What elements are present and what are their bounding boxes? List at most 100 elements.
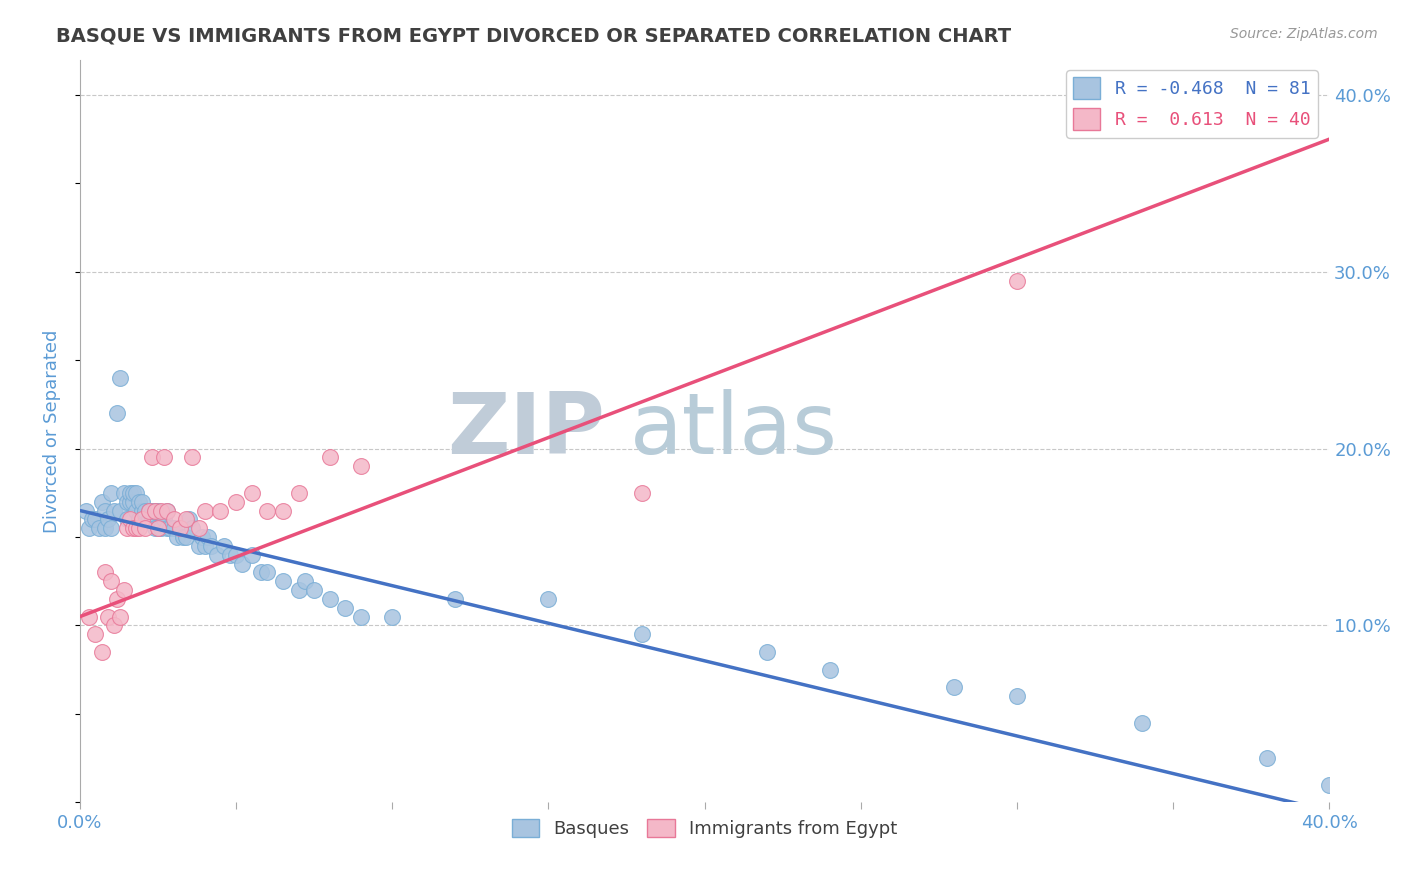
Point	[118, 485, 141, 500]
Point	[166, 530, 188, 544]
Point	[631, 485, 654, 500]
Point	[1256, 751, 1278, 765]
Point	[381, 609, 404, 624]
Point	[115, 512, 138, 526]
Point	[240, 485, 263, 500]
Point	[818, 663, 841, 677]
Point	[105, 406, 128, 420]
Point	[141, 512, 163, 526]
Point	[287, 583, 309, 598]
Point	[103, 618, 125, 632]
Point	[94, 503, 117, 517]
Point	[125, 521, 148, 535]
Point	[231, 557, 253, 571]
Point	[169, 521, 191, 535]
Point	[153, 450, 176, 465]
Point	[141, 450, 163, 465]
Point	[350, 459, 373, 474]
Point	[209, 503, 232, 517]
Point	[84, 512, 107, 526]
Text: BASQUE VS IMMIGRANTS FROM EGYPT DIVORCED OR SEPARATED CORRELATION CHART: BASQUE VS IMMIGRANTS FROM EGYPT DIVORCED…	[56, 27, 1011, 45]
Point	[110, 503, 132, 517]
Point	[443, 591, 465, 606]
Point	[131, 512, 153, 526]
Point	[194, 503, 217, 517]
Y-axis label: Divorced or Separated: Divorced or Separated	[44, 329, 60, 533]
Point	[187, 521, 209, 535]
Point	[218, 548, 240, 562]
Point	[250, 566, 273, 580]
Text: Source: ZipAtlas.com: Source: ZipAtlas.com	[1230, 27, 1378, 41]
Point	[138, 503, 160, 517]
Point	[90, 645, 112, 659]
Point	[110, 609, 132, 624]
Point	[84, 627, 107, 641]
Point	[134, 521, 156, 535]
Point	[162, 512, 184, 526]
Point	[118, 494, 141, 508]
Point	[97, 512, 120, 526]
Point	[181, 450, 204, 465]
Text: ZIP: ZIP	[447, 390, 605, 473]
Point	[77, 609, 100, 624]
Point	[256, 503, 278, 517]
Point	[150, 521, 173, 535]
Point	[225, 548, 247, 562]
Point	[537, 591, 560, 606]
Point	[174, 530, 197, 544]
Point	[143, 503, 166, 517]
Point	[150, 503, 173, 517]
Point	[128, 521, 150, 535]
Point	[256, 566, 278, 580]
Point	[122, 521, 145, 535]
Point	[1130, 715, 1153, 730]
Point	[125, 503, 148, 517]
Point	[138, 503, 160, 517]
Point	[319, 591, 342, 606]
Point	[194, 539, 217, 553]
Point	[153, 512, 176, 526]
Point	[156, 521, 179, 535]
Point	[122, 494, 145, 508]
Point	[77, 521, 100, 535]
Point	[94, 566, 117, 580]
Point	[335, 600, 357, 615]
Point	[125, 485, 148, 500]
Point	[756, 645, 779, 659]
Text: atlas: atlas	[630, 390, 838, 473]
Point	[179, 512, 201, 526]
Point	[240, 548, 263, 562]
Point	[82, 512, 104, 526]
Point	[271, 503, 294, 517]
Point	[128, 494, 150, 508]
Point	[134, 503, 156, 517]
Point	[100, 485, 122, 500]
Point	[141, 503, 163, 517]
Point	[174, 512, 197, 526]
Point	[181, 521, 204, 535]
Point	[172, 530, 194, 544]
Point	[143, 521, 166, 535]
Point	[105, 591, 128, 606]
Point	[350, 609, 373, 624]
Point	[197, 530, 219, 544]
Legend: Basques, Immigrants from Egypt: Basques, Immigrants from Egypt	[505, 812, 904, 846]
Point	[1005, 689, 1028, 703]
Point	[146, 521, 169, 535]
Point	[287, 485, 309, 500]
Point	[94, 521, 117, 535]
Point	[112, 583, 135, 598]
Point	[146, 521, 169, 535]
Point	[159, 521, 181, 535]
Point	[156, 503, 179, 517]
Point	[97, 609, 120, 624]
Point	[87, 521, 110, 535]
Point	[112, 485, 135, 500]
Point	[128, 512, 150, 526]
Point	[200, 539, 222, 553]
Point	[118, 512, 141, 526]
Point	[100, 521, 122, 535]
Point	[225, 494, 247, 508]
Point	[115, 521, 138, 535]
Point	[162, 521, 184, 535]
